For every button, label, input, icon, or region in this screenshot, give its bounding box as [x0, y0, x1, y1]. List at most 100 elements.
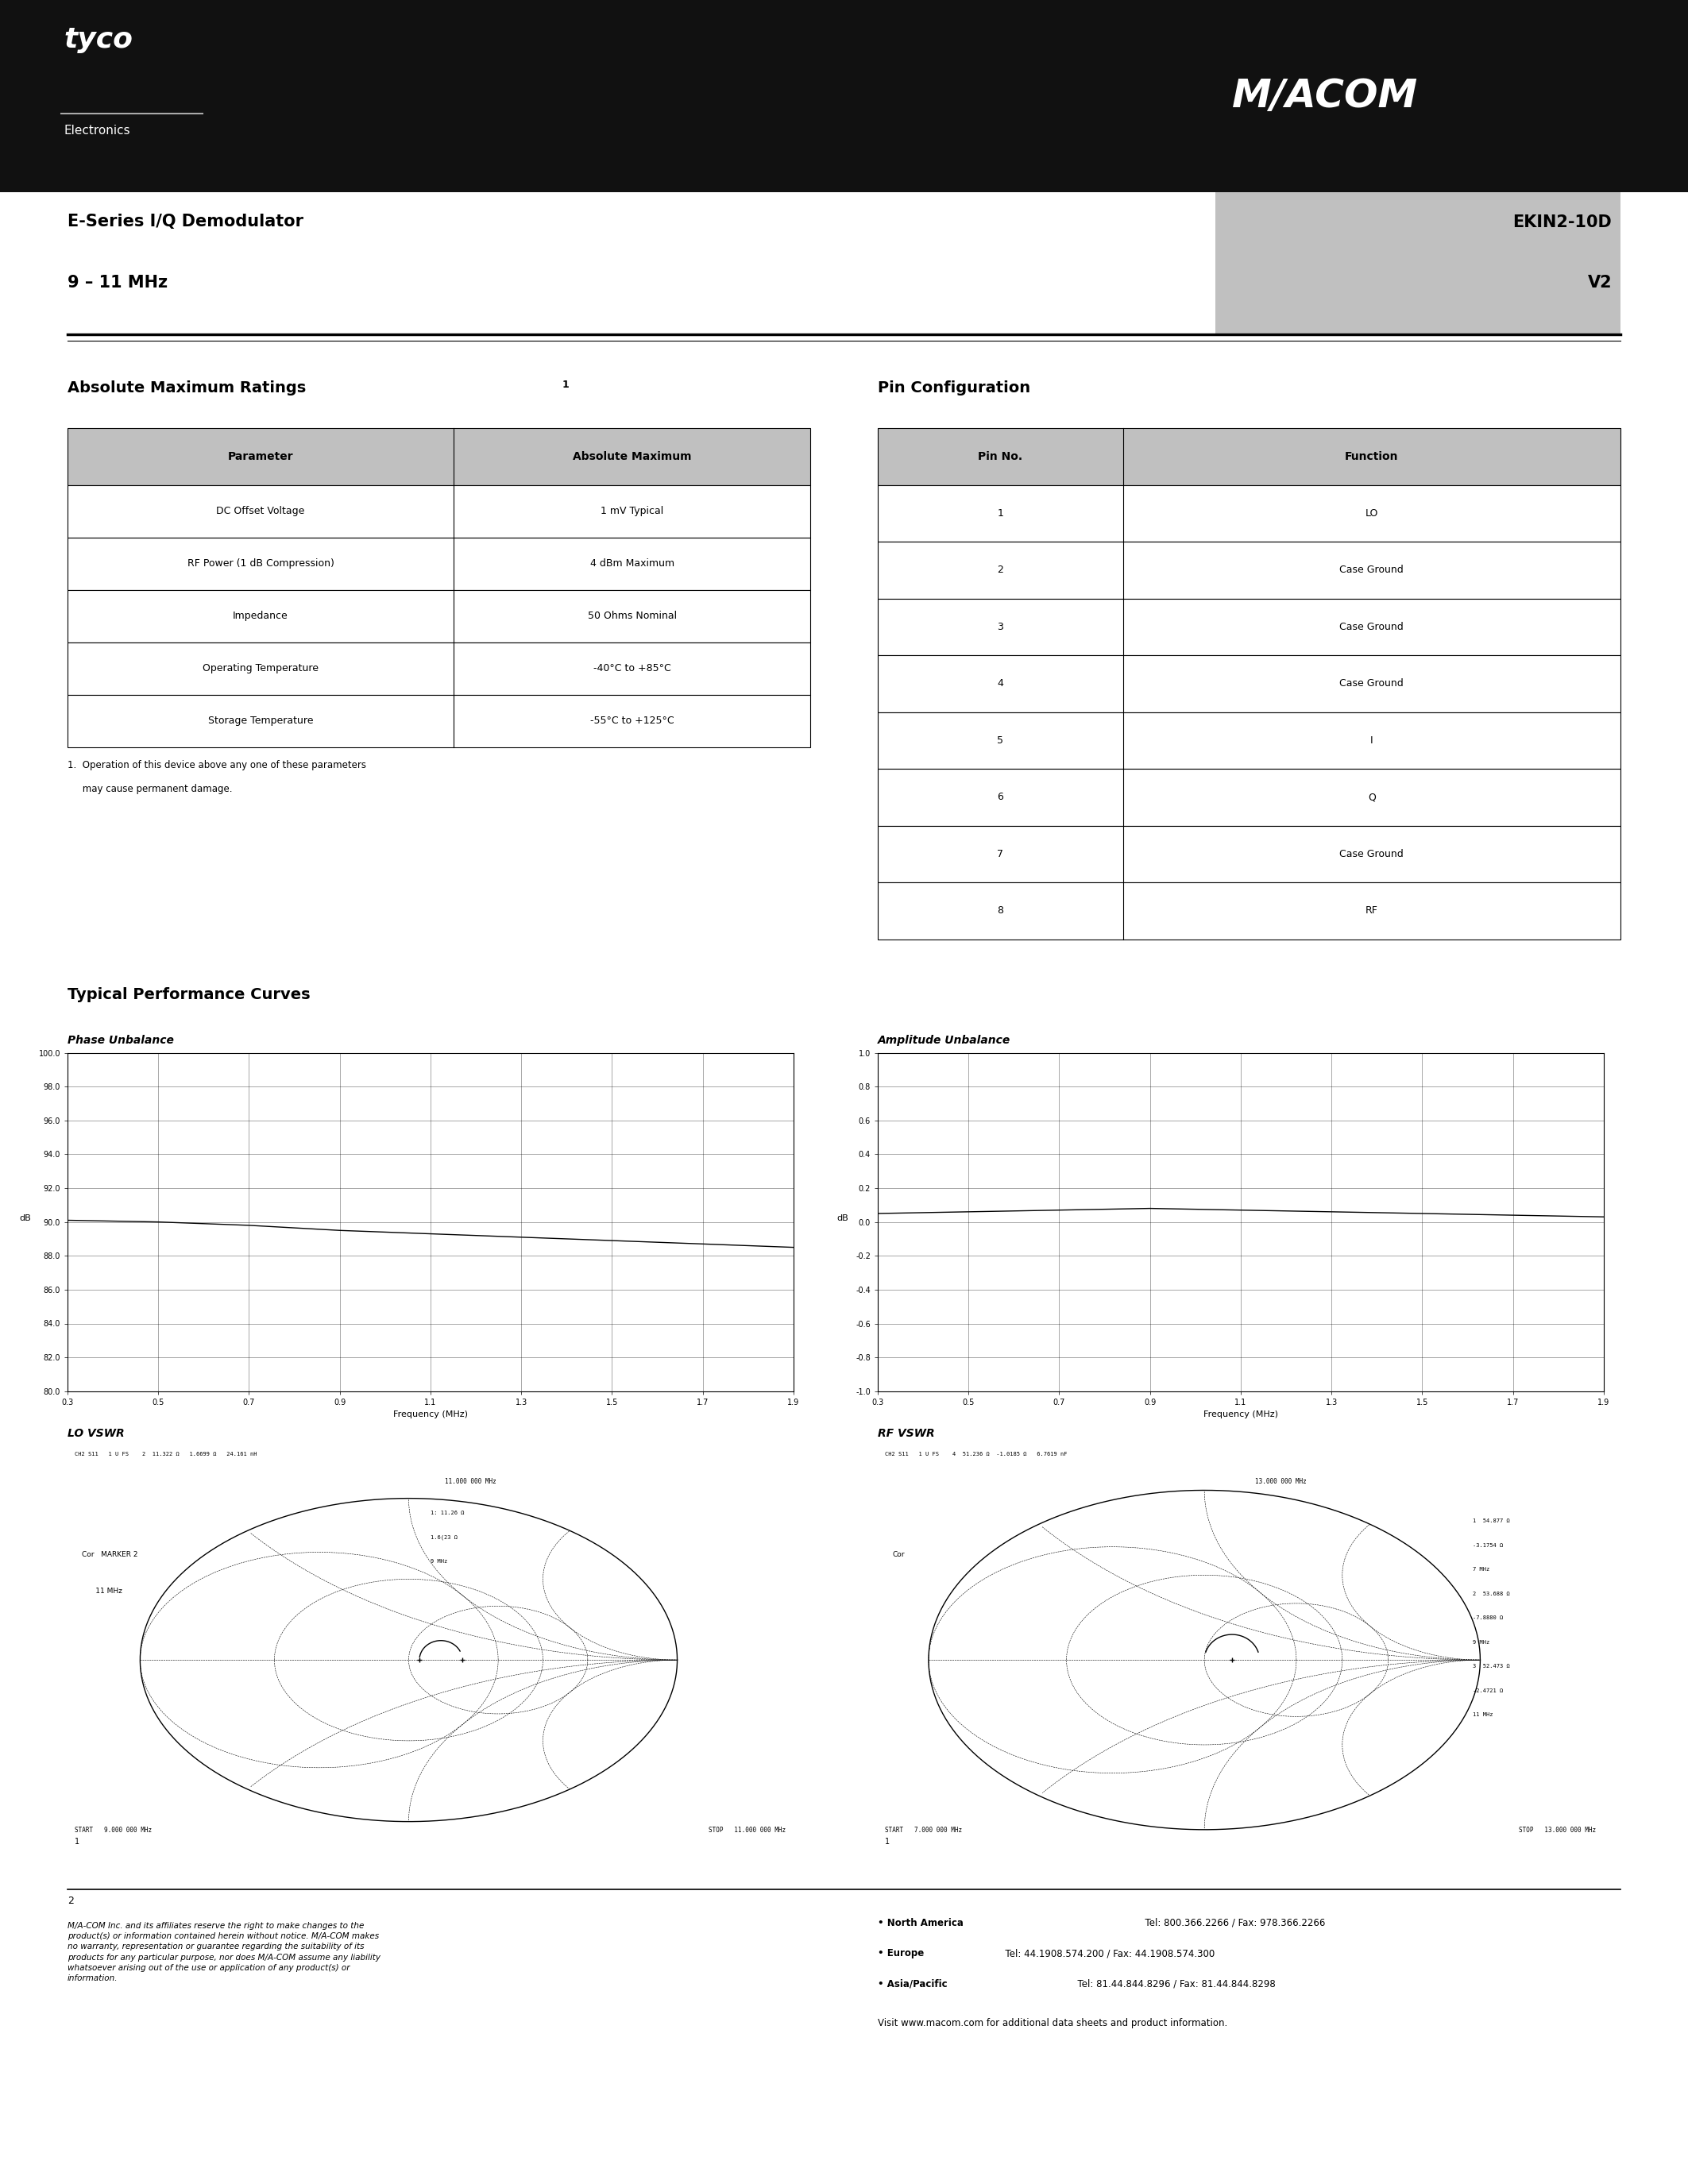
Text: 7: 7 [998, 850, 1003, 858]
Text: Case Ground: Case Ground [1340, 622, 1404, 631]
Bar [68, 590, 810, 642]
Text: Absolute Maximum Ratings: Absolute Maximum Ratings [68, 380, 306, 395]
Bar [878, 542, 1620, 598]
Text: E-Series I/Q Demodulator: E-Series I/Q Demodulator [68, 214, 304, 229]
Text: RF: RF [1366, 906, 1377, 915]
Text: RF VSWR: RF VSWR [878, 1428, 935, 1439]
Text: START   9.000 000 MHz: START 9.000 000 MHz [74, 1826, 152, 1835]
Text: LO VSWR: LO VSWR [68, 1428, 125, 1439]
Text: 1 mV Typical: 1 mV Typical [601, 507, 663, 515]
Bar [1215, 192, 1620, 334]
Bar [878, 769, 1620, 826]
Text: 9 MHz: 9 MHz [1474, 1640, 1491, 1645]
Text: 1: 1 [562, 380, 569, 391]
Bar [878, 428, 1620, 485]
Text: • North America: • North America [878, 1918, 964, 1928]
Text: 11 MHz: 11 MHz [83, 1588, 123, 1594]
Text: 11 MHz: 11 MHz [1474, 1712, 1494, 1717]
Text: CH2 S11   1 U FS    2  11.322 Ω   1.6699 Ω   24.161 nH: CH2 S11 1 U FS 2 11.322 Ω 1.6699 Ω 24.16… [74, 1452, 257, 1457]
Text: 1: 11.26 Ω: 1: 11.26 Ω [430, 1511, 464, 1516]
Text: may cause permanent damage.: may cause permanent damage. [68, 784, 233, 795]
Bar [878, 882, 1620, 939]
Y-axis label: dB: dB [837, 1214, 847, 1223]
Text: 1.6(23 Ω: 1.6(23 Ω [430, 1535, 457, 1540]
Text: Tel: 81.44.844.8296 / Fax: 81.44.844.8298: Tel: 81.44.844.8296 / Fax: 81.44.844.829… [1072, 1979, 1276, 1990]
Text: Q: Q [1367, 793, 1376, 802]
Text: 13.000 000 MHz: 13.000 000 MHz [1256, 1479, 1307, 1485]
Text: Pin Configuration: Pin Configuration [878, 380, 1030, 395]
Bar [68, 537, 810, 590]
Text: 2: 2 [68, 1896, 74, 1907]
Text: 1.  Operation of this device above any one of these parameters: 1. Operation of this device above any on… [68, 760, 366, 771]
Text: Visit www.macom.com for additional data sheets and product information.: Visit www.macom.com for additional data … [878, 2018, 1227, 2029]
Text: Operating Temperature: Operating Temperature [203, 664, 319, 673]
Text: Electronics: Electronics [64, 124, 130, 135]
Text: 3  52.473 Ω: 3 52.473 Ω [1474, 1664, 1511, 1669]
Text: STOP   13.000 000 MHz: STOP 13.000 000 MHz [1519, 1826, 1597, 1835]
Text: LO: LO [1366, 509, 1377, 518]
Text: 8: 8 [998, 906, 1003, 915]
Text: M/A-COM Inc. and its affiliates reserve the right to make changes to the
product: M/A-COM Inc. and its affiliates reserve … [68, 1922, 380, 1983]
Text: 4 dBm Maximum: 4 dBm Maximum [589, 559, 674, 568]
Text: Function: Function [1345, 450, 1398, 463]
X-axis label: Frequency (MHz): Frequency (MHz) [1204, 1411, 1278, 1420]
Bar [68, 485, 810, 537]
Text: V2: V2 [1588, 275, 1612, 290]
Text: 1: 1 [998, 509, 1003, 518]
Text: Cor: Cor [893, 1551, 905, 1557]
Text: EKIN2-10D: EKIN2-10D [1512, 214, 1612, 229]
Text: Absolute Maximum: Absolute Maximum [572, 450, 692, 463]
Text: -40°C to +85°C: -40°C to +85°C [592, 664, 670, 673]
Bar [878, 655, 1620, 712]
Text: 2  53.688 Ω: 2 53.688 Ω [1474, 1592, 1511, 1597]
Text: 5: 5 [998, 736, 1003, 745]
Bar [68, 695, 810, 747]
Text: Pin No.: Pin No. [977, 450, 1023, 463]
Text: -7.8880 Ω: -7.8880 Ω [1474, 1616, 1504, 1621]
Bar [68, 428, 810, 485]
Text: CH2 S11   1 U FS    4  51.236 Ω  -1.0185 Ω   6.7619 nF: CH2 S11 1 U FS 4 51.236 Ω -1.0185 Ω 6.76… [885, 1452, 1067, 1457]
X-axis label: Frequency (MHz): Frequency (MHz) [393, 1411, 468, 1420]
Text: DC Offset Voltage: DC Offset Voltage [216, 507, 306, 515]
Text: • Asia/Pacific: • Asia/Pacific [878, 1979, 947, 1990]
Text: M/ACOM: M/ACOM [1232, 76, 1418, 116]
Text: 4: 4 [998, 679, 1003, 688]
Text: Tel: 800.366.2266 / Fax: 978.366.2266: Tel: 800.366.2266 / Fax: 978.366.2266 [1139, 1918, 1325, 1928]
Text: Impedance: Impedance [233, 612, 289, 620]
Text: 1: 1 [885, 1839, 890, 1845]
Text: 11.000 000 MHz: 11.000 000 MHz [446, 1479, 496, 1485]
Bar [0, 0, 1688, 192]
Bar [878, 598, 1620, 655]
Text: Parameter: Parameter [228, 450, 294, 463]
Text: Phase Unbalance: Phase Unbalance [68, 1035, 174, 1046]
Text: 6: 6 [998, 793, 1003, 802]
Text: RF Power (1 dB Compression): RF Power (1 dB Compression) [187, 559, 334, 568]
Text: Cor   MARKER 2: Cor MARKER 2 [83, 1551, 138, 1557]
Text: STOP   11.000 000 MHz: STOP 11.000 000 MHz [709, 1826, 787, 1835]
Text: 1: 1 [74, 1839, 79, 1845]
Text: 9 – 11 MHz: 9 – 11 MHz [68, 275, 167, 290]
Text: 7 MHz: 7 MHz [1474, 1568, 1491, 1572]
Text: • Europe: • Europe [878, 1948, 923, 1959]
Text: 9 MHz: 9 MHz [430, 1559, 447, 1564]
Text: Amplitude Unbalance: Amplitude Unbalance [878, 1035, 1011, 1046]
Text: Storage Temperature: Storage Temperature [208, 716, 314, 725]
Text: -55°C to +125°C: -55°C to +125°C [591, 716, 674, 725]
Text: 50 Ohms Nominal: 50 Ohms Nominal [587, 612, 677, 620]
Text: 1  54.877 Ω: 1 54.877 Ω [1474, 1518, 1511, 1522]
Text: Tel: 44.1908.574.200 / Fax: 44.1908.574.300: Tel: 44.1908.574.200 / Fax: 44.1908.574.… [999, 1948, 1215, 1959]
Text: -2.4721 Ω: -2.4721 Ω [1474, 1688, 1504, 1693]
Text: 3: 3 [998, 622, 1003, 631]
Text: -3.1754 Ω: -3.1754 Ω [1474, 1542, 1504, 1548]
Text: Case Ground: Case Ground [1340, 850, 1404, 858]
Bar [878, 712, 1620, 769]
Text: START   7.000 000 MHz: START 7.000 000 MHz [885, 1826, 962, 1835]
Text: 2: 2 [998, 566, 1003, 574]
Text: tyco: tyco [64, 26, 133, 52]
Bar [878, 485, 1620, 542]
Text: I: I [1371, 736, 1372, 745]
Bar [68, 642, 810, 695]
Text: Typical Performance Curves: Typical Performance Curves [68, 987, 311, 1002]
Text: Case Ground: Case Ground [1340, 679, 1404, 688]
Bar [878, 826, 1620, 882]
